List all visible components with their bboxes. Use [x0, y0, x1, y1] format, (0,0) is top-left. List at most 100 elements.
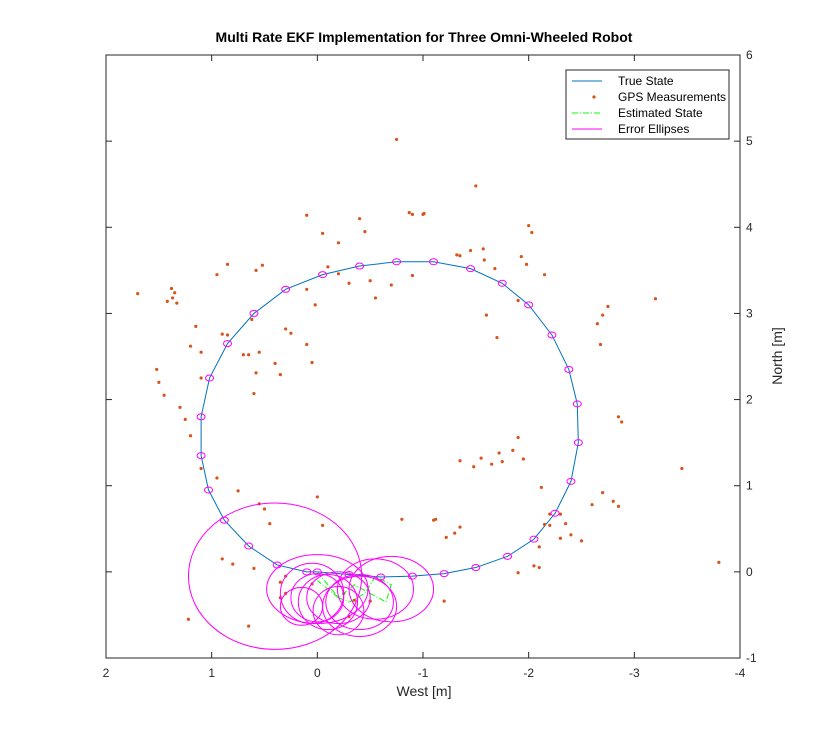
gps-point	[524, 262, 529, 266]
gps-point	[458, 254, 462, 258]
gps-point	[215, 273, 219, 277]
gps-point	[569, 533, 573, 537]
gps-point	[410, 273, 415, 278]
gps-point	[252, 391, 256, 396]
gps-point	[579, 539, 584, 543]
gps-point	[170, 296, 175, 300]
track-ellipse	[205, 374, 215, 382]
track-ellipse	[244, 542, 254, 550]
true-state-line	[200, 261, 579, 578]
gps-point	[516, 435, 520, 440]
legend-label-gps: GPS Measurements	[618, 90, 726, 104]
gps-point	[495, 335, 499, 340]
gps-point	[178, 405, 182, 409]
error-ellipse	[279, 586, 324, 626]
x-tick-labels: 2 1 0 -1 -2 -3 -4	[103, 666, 746, 680]
track-ellipse	[219, 516, 229, 524]
gps-point	[468, 248, 473, 253]
gps-point	[310, 360, 314, 365]
error-ellipses-series	[187, 258, 583, 650]
gps-point	[472, 465, 476, 469]
gps-point	[595, 322, 599, 326]
gps-point	[500, 459, 504, 464]
gps-point	[186, 617, 191, 621]
gps-point	[490, 462, 494, 466]
gps-point	[254, 268, 258, 272]
gps-point	[542, 273, 547, 277]
track-ellipse	[376, 573, 386, 581]
gps-point	[542, 522, 547, 527]
y-tick-label: 0	[746, 565, 753, 579]
gps-point	[539, 485, 543, 490]
gps-point	[199, 350, 203, 354]
gps-point	[431, 518, 436, 522]
gps-point	[247, 353, 251, 357]
gps-point	[482, 258, 486, 262]
plot-frame	[105, 54, 741, 659]
gps-point	[254, 371, 258, 375]
gps-point	[225, 262, 230, 266]
gps-point	[606, 304, 610, 309]
error-ellipse	[312, 586, 365, 636]
gps-point	[247, 624, 251, 628]
y-axis-title: North [m]	[769, 327, 785, 385]
track-ellipse	[302, 568, 312, 576]
gps-point	[394, 137, 399, 142]
gps-point	[289, 331, 293, 335]
y-tick-label: 3	[746, 306, 753, 320]
legend: True State GPS Measurements Estimated St…	[565, 69, 730, 140]
y-tick-label: -1	[746, 651, 757, 665]
gps-point	[444, 535, 448, 540]
gps-point	[215, 476, 219, 480]
gps-point	[516, 571, 520, 575]
chart-title: Multi Rate EKF Implementation for Three …	[216, 29, 633, 45]
gps-point	[537, 565, 541, 570]
gps-point	[278, 372, 282, 377]
track-ellipse	[318, 271, 328, 279]
gps-point	[479, 456, 483, 460]
x-tick-label: 0	[314, 666, 321, 680]
gps-point	[421, 212, 425, 216]
gps-point	[442, 599, 446, 603]
gps-point	[511, 448, 515, 452]
gps-point	[188, 344, 193, 348]
gps-point	[680, 466, 684, 471]
gps-point	[389, 283, 393, 287]
gps-point	[358, 217, 362, 221]
gps-point	[225, 333, 230, 337]
gps-point	[284, 327, 288, 331]
track-ellipse	[272, 561, 282, 569]
legend-label-true-state: True State	[618, 74, 674, 88]
track-ellipse	[281, 285, 291, 293]
gps-point	[336, 272, 341, 276]
x-axis-title: West [m]	[397, 683, 452, 699]
gps-point	[165, 299, 169, 303]
estimated-state-series	[316, 571, 392, 603]
gps-point	[278, 580, 282, 584]
track-ellipse	[503, 552, 513, 560]
track-ellipse	[196, 452, 206, 460]
gps-point	[407, 211, 411, 215]
track-ellipse	[466, 265, 476, 273]
gps-point	[273, 361, 277, 365]
gps-point	[598, 342, 603, 347]
x-tick-label: -1	[418, 666, 429, 680]
gps-point	[620, 420, 624, 424]
gps-point	[162, 393, 166, 397]
gps-point	[231, 562, 235, 566]
x-tick-label: -2	[523, 666, 534, 680]
gps-point	[169, 286, 174, 291]
error-ellipse	[297, 573, 358, 631]
gps-point	[305, 287, 309, 291]
gps-point	[305, 342, 309, 347]
track-ellipse	[529, 535, 539, 543]
gps-point	[321, 231, 325, 235]
error-ellipse	[325, 573, 394, 631]
gps-point	[136, 292, 140, 296]
error-ellipse	[279, 562, 345, 625]
gps-point	[368, 279, 372, 283]
gps-point	[537, 545, 541, 549]
gps-point	[590, 503, 594, 507]
gps-point	[400, 517, 404, 521]
